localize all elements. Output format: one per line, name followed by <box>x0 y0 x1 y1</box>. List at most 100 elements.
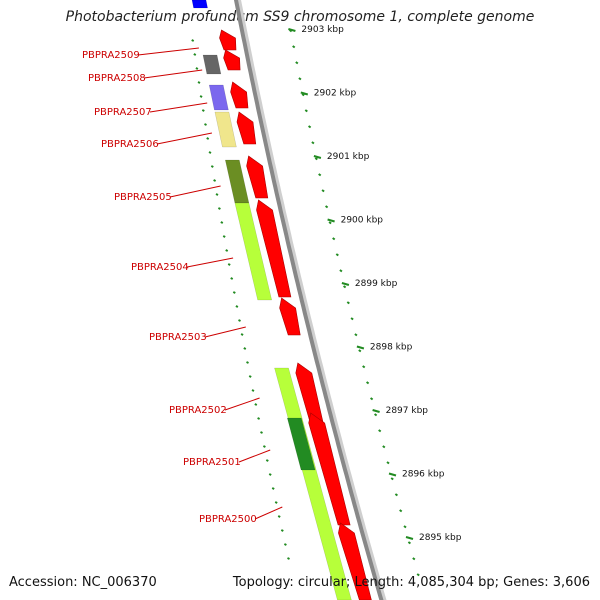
ruler-dot <box>412 557 416 561</box>
inner-ruler-dot <box>204 123 207 126</box>
cog-box-2 <box>208 84 229 111</box>
gene-label: PBPRA2508 <box>88 73 146 84</box>
gene-arrow-6 <box>256 199 292 298</box>
ruler-label: 2899 kbp <box>355 279 398 289</box>
inner-ruler-dot <box>271 487 275 490</box>
gene-label: PBPRA2500 <box>199 514 257 525</box>
ruler-dot <box>328 221 332 225</box>
inner-ruler-dot <box>222 235 226 238</box>
gene-arrow-10 <box>338 522 372 600</box>
ruler-dot <box>358 349 362 353</box>
gene-leader-line <box>204 326 246 338</box>
inner-ruler-dot <box>246 361 249 364</box>
ruler-dot <box>298 77 302 81</box>
inner-ruler-dot <box>201 109 205 112</box>
inner-ruler-dot <box>199 95 203 98</box>
gene-leader-line <box>254 506 283 520</box>
inner-ruler-dot <box>238 319 241 322</box>
ruler-major-tick <box>341 282 350 286</box>
inner-ruler-dot <box>225 249 229 252</box>
ruler-dot <box>354 333 358 337</box>
ruler-dot <box>311 141 315 145</box>
inner-ruler-dot <box>208 151 212 154</box>
ruler-dot <box>343 285 347 289</box>
backbone-shadow <box>236 0 387 600</box>
inner-ruler-dot <box>254 403 258 406</box>
cog-box-5 <box>234 202 273 301</box>
gene-label: PBPRA2509 <box>82 50 140 61</box>
inner-ruler-dot <box>268 473 272 476</box>
ruler-label: 2903 kbp <box>301 25 344 35</box>
ruler-label: 2896 kbp <box>402 470 445 480</box>
inner-ruler-dot <box>287 557 290 560</box>
accession-text: Accession: NC_006370 <box>9 575 157 590</box>
ruler-label: 2895 kbp <box>419 533 462 543</box>
inner-ruler-dot <box>248 375 252 378</box>
inner-ruler-dot <box>213 179 217 182</box>
ruler-dot <box>399 509 403 513</box>
ruler-dot <box>301 93 305 97</box>
ruler-dot <box>304 109 308 113</box>
ruler-dot <box>394 493 398 497</box>
gene-label: PBPRA2502 <box>169 405 227 416</box>
ruler-dot <box>416 573 420 577</box>
ruler-dot <box>374 413 378 417</box>
ruler-dot <box>325 205 329 209</box>
gene-leader-line <box>169 185 221 198</box>
inner-ruler-dot <box>251 389 255 392</box>
cog-box-8 <box>191 0 208 9</box>
inner-ruler-dot <box>217 207 221 210</box>
inner-ruler-dot <box>280 529 284 532</box>
ruler-dot <box>332 237 336 241</box>
ruler-dot <box>318 173 322 177</box>
gene-arrow-3 <box>230 81 249 109</box>
gene-leader-line <box>238 449 271 463</box>
inner-ruler-dot <box>240 333 244 336</box>
ruler-dot <box>382 445 386 449</box>
gene-label: PBPRA2501 <box>183 457 241 468</box>
inner-ruler-dot <box>262 445 266 448</box>
inner-ruler-dot <box>265 459 269 462</box>
inner-ruler-dot <box>191 39 195 42</box>
inner-ruler-dot <box>230 277 234 280</box>
inner-ruler-dot <box>193 53 197 56</box>
inner-ruler-dot <box>257 417 261 420</box>
ruler-dot <box>295 61 299 65</box>
ruler-major-tick <box>405 536 414 540</box>
ruler-dot <box>390 477 394 481</box>
inner-ruler-dot <box>197 81 201 84</box>
gene-label: PBPRA2503 <box>149 332 207 343</box>
inner-ruler-dot <box>243 347 247 350</box>
ruler-dot <box>366 381 370 385</box>
gene-arrow-7 <box>279 297 301 336</box>
inner-ruler-dot <box>235 305 239 308</box>
ruler-major-tick <box>372 409 380 413</box>
ruler-major-tick <box>313 155 322 159</box>
cog-box-1 <box>202 54 222 75</box>
inner-ruler-dot <box>220 221 224 224</box>
gene-leader-line <box>224 397 260 411</box>
genome-summary-text: Topology: circular; Length: 4,085,304 bp… <box>232 575 590 590</box>
ruler-dot <box>370 397 374 401</box>
ruler-dot <box>346 301 350 305</box>
cog-box-4 <box>224 159 250 204</box>
ruler-dot <box>339 269 343 273</box>
gene-label: PBPRA2504 <box>131 262 189 273</box>
inner-ruler-dot <box>227 263 231 266</box>
ruler-dot <box>378 429 382 433</box>
gene-leader-line <box>186 257 234 268</box>
inner-ruler-dot <box>206 137 210 140</box>
inner-ruler-dot <box>274 501 278 504</box>
ruler-dot <box>321 189 325 193</box>
ruler-dot <box>362 365 366 369</box>
ruler-label: 2901 kbp <box>327 152 370 162</box>
cog-box-3 <box>214 111 237 148</box>
gene-leader-line <box>137 47 199 56</box>
ruler-dot <box>308 125 312 129</box>
ruler-label: 2900 kbp <box>341 216 384 226</box>
inner-ruler-dot <box>283 543 287 546</box>
ruler-dot <box>292 45 296 49</box>
ruler-label: 2902 kbp <box>314 89 357 99</box>
gene-arrow-4 <box>236 111 257 145</box>
